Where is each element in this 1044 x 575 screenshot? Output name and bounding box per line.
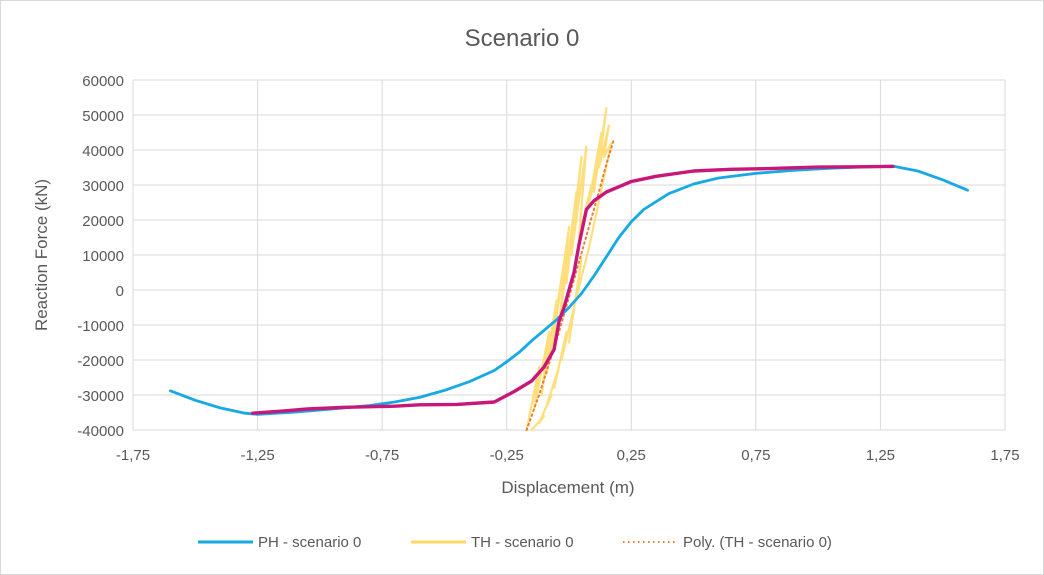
- x-tick-label: -0,25: [490, 447, 524, 464]
- y-tick-label: -20000: [77, 353, 124, 370]
- chart-title: Scenario 0: [465, 25, 580, 52]
- y-tick-label: 20000: [82, 213, 124, 230]
- y-tick-label: 60000: [82, 73, 124, 90]
- x-tick-label: 0,75: [741, 447, 770, 464]
- y-tick-label: -30000: [77, 388, 124, 405]
- y-tick-label: 0: [116, 283, 124, 300]
- series-line-unnamed: [250, 164, 895, 415]
- legend: PH - scenario 0 TH - scenario 0 Poly. (TH …: [198, 534, 832, 551]
- x-axis-label: Displacement (m): [501, 478, 634, 497]
- y-tick-label: 50000: [82, 108, 124, 125]
- x-tick-label: -1,25: [240, 447, 274, 464]
- legend-label: TH - scenario 0: [471, 534, 574, 551]
- x-tick-label: -1,75: [116, 447, 150, 464]
- x-tick-label: -0,75: [365, 447, 399, 464]
- y-tick-label: -10000: [77, 318, 124, 335]
- axis-layer: -40000 -30000 -20000 -10000 0 10000 20000 30000…: [77, 73, 1019, 464]
- x-tick-label: 1,25: [866, 447, 895, 464]
- y-tick-label: -40000: [77, 423, 124, 440]
- y-tick-label: 10000: [82, 248, 124, 265]
- series-layer: [168, 106, 969, 432]
- y-tick-label: 40000: [82, 143, 124, 160]
- legend-label: PH - scenario 0: [258, 534, 361, 551]
- series-line-th-scenario-0: [525, 106, 613, 432]
- y-axis-label: Reaction Force (kN): [32, 179, 51, 331]
- y-tick-label: 30000: [82, 178, 124, 195]
- x-tick-label: 1,75: [990, 447, 1019, 464]
- legend-label: Poly. (TH - scenario 0): [683, 534, 832, 551]
- grid-layer: [132, 79, 1006, 431]
- x-tick-label: 0,25: [617, 447, 646, 464]
